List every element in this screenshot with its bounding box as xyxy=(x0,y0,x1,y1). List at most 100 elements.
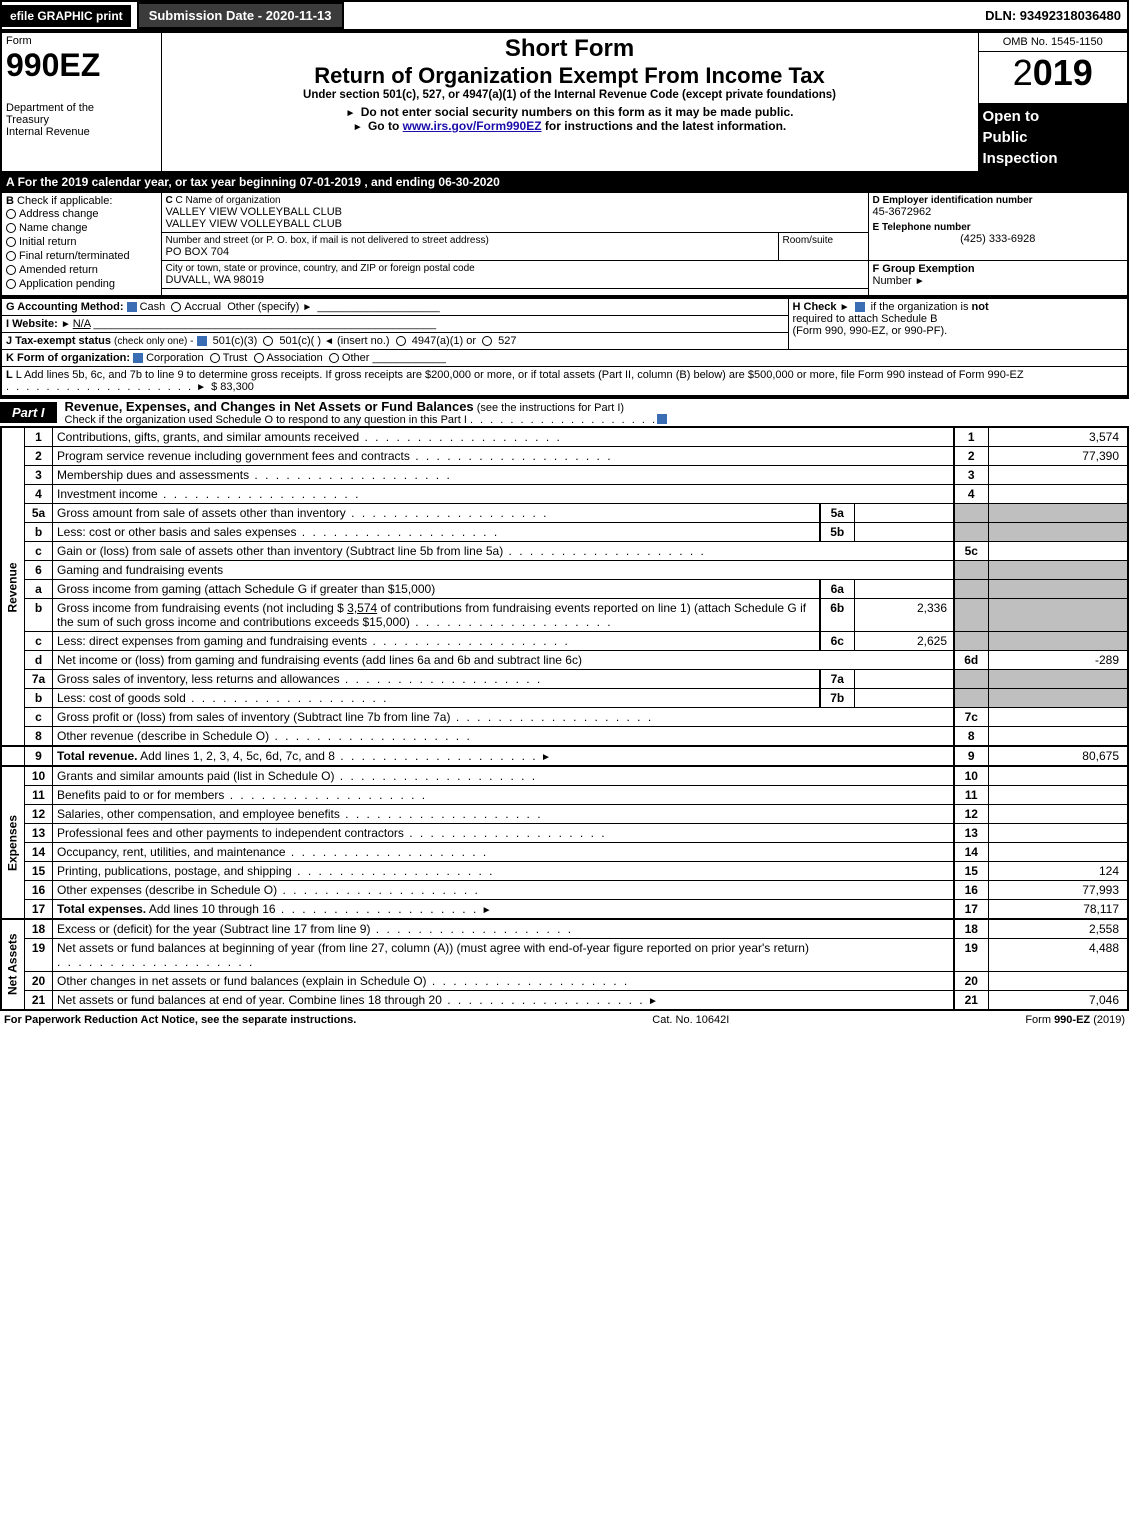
efile-print-button[interactable]: efile GRAPHIC print xyxy=(2,5,131,27)
city-label: City or town, state or province, country… xyxy=(166,263,864,274)
line-7c-num: c xyxy=(25,708,53,727)
line-6d-desc: Net income or (loss) from gaming and fun… xyxy=(57,653,582,667)
line-4-num: 4 xyxy=(25,485,53,504)
line-12-num: 12 xyxy=(25,805,53,824)
expenses-side-label: Expenses xyxy=(1,766,25,919)
section-h-prefix: H Check xyxy=(793,301,837,313)
line-9-ln: 9 xyxy=(954,746,988,766)
line-6a-num: a xyxy=(25,580,53,599)
short-form-title: Short Form xyxy=(166,35,974,63)
k-trust-radio[interactable] xyxy=(210,353,220,363)
section-k-label: K Form of organization: xyxy=(6,352,130,364)
j-501c-label: 501(c)( ) xyxy=(276,335,321,347)
shade-cell xyxy=(954,689,988,708)
line-5a-desc: Gross amount from sale of assets other t… xyxy=(57,506,346,520)
shade-cell xyxy=(988,632,1128,651)
line-7b-num: b xyxy=(25,689,53,708)
triangle-icon xyxy=(353,119,365,133)
section-g-label: G Accounting Method: xyxy=(6,301,124,313)
shade-cell xyxy=(954,504,988,523)
name-change-radio[interactable] xyxy=(6,223,16,233)
k-other-radio[interactable] xyxy=(329,353,339,363)
street-value: PO BOX 704 xyxy=(166,246,774,258)
line-12-ln: 12 xyxy=(954,805,988,824)
k-assoc-label: Association xyxy=(267,352,323,364)
k-corp-label: Corporation xyxy=(146,352,203,364)
line-9-num: 9 xyxy=(25,746,53,766)
part-1-title: Revenue, Expenses, and Changes in Net As… xyxy=(57,399,474,414)
line-5b-mn: 5b xyxy=(820,523,854,542)
triangle-icon xyxy=(482,902,494,916)
k-corp-checkbox[interactable] xyxy=(133,353,143,363)
line-6b-mn: 6b xyxy=(820,599,854,632)
street-label: Number and street (or P. O. box, if mail… xyxy=(166,235,774,246)
addr-change-radio[interactable] xyxy=(6,209,16,219)
line-7c-desc: Gross profit or (loss) from sales of inv… xyxy=(57,710,450,724)
h-checkbox[interactable] xyxy=(855,302,865,312)
initial-return-radio[interactable] xyxy=(6,237,16,247)
inspection: Inspection xyxy=(983,148,1124,169)
line-5b-num: b xyxy=(25,523,53,542)
cash-checkbox[interactable] xyxy=(127,302,137,312)
accrual-radio[interactable] xyxy=(171,302,181,312)
shade-cell xyxy=(954,523,988,542)
line-13-amt xyxy=(988,824,1128,843)
org-name-1: VALLEY VIEW VOLLEYBALL CLUB xyxy=(166,206,864,218)
line-15-ln: 15 xyxy=(954,862,988,881)
line-5b-mv xyxy=(854,523,954,542)
irs-link[interactable]: www.irs.gov/Form990EZ xyxy=(403,119,542,133)
line-13-ln: 13 xyxy=(954,824,988,843)
line-6b-mv: 2,336 xyxy=(854,599,954,632)
line-12-amt xyxy=(988,805,1128,824)
line-6d-num: d xyxy=(25,651,53,670)
triangle-icon xyxy=(345,105,357,119)
h-line2: required to attach Schedule B xyxy=(793,313,938,325)
line-3-amt xyxy=(988,466,1128,485)
dept-line-1: Department of the xyxy=(6,102,157,114)
line-8-num: 8 xyxy=(25,727,53,747)
line-20-amt xyxy=(988,972,1128,991)
line-6d-amt: -289 xyxy=(988,651,1128,670)
submission-date-button[interactable]: Submission Date - 2020-11-13 xyxy=(137,2,344,29)
line-15-num: 15 xyxy=(25,862,53,881)
amended-radio[interactable] xyxy=(6,265,16,275)
line-13-desc: Professional fees and other payments to … xyxy=(57,826,404,840)
line-19-amt: 4,488 xyxy=(988,939,1128,972)
line-18-num: 18 xyxy=(25,919,53,939)
line-6c-num: c xyxy=(25,632,53,651)
shade-cell xyxy=(954,632,988,651)
j-4947-radio[interactable] xyxy=(396,336,406,346)
line-5c-desc: Gain or (loss) from sale of assets other… xyxy=(57,544,503,558)
line-1-ln: 1 xyxy=(954,428,988,447)
footer-right: Form 990-EZ (2019) xyxy=(1025,1014,1125,1026)
app-pending-radio[interactable] xyxy=(6,279,16,289)
line-5a-mn: 5a xyxy=(820,504,854,523)
j-501c-radio[interactable] xyxy=(263,336,273,346)
j-527-radio[interactable] xyxy=(482,336,492,346)
line-9-desc: Add lines 1, 2, 3, 4, 5c, 6d, 7c, and 8 xyxy=(140,749,335,763)
triangle-icon xyxy=(196,381,208,393)
part-1-header: Part I Revenue, Expenses, and Changes in… xyxy=(0,397,1129,427)
name-change-label: Name change xyxy=(19,222,88,234)
line-13-num: 13 xyxy=(25,824,53,843)
part-1-paren: (see the instructions for Part I) xyxy=(477,402,624,414)
part-1-tag: Part I xyxy=(0,402,57,423)
final-return-label: Final return/terminated xyxy=(19,250,130,262)
shade-cell xyxy=(988,670,1128,689)
j-501c3-checkbox[interactable] xyxy=(197,336,207,346)
k-assoc-radio[interactable] xyxy=(254,353,264,363)
form-number: 990EZ xyxy=(6,47,157,84)
dept-line-2: Treasury xyxy=(6,114,157,126)
k-other-label: Other xyxy=(342,352,370,364)
line-14-desc: Occupancy, rent, utilities, and maintena… xyxy=(57,845,286,859)
line-10-num: 10 xyxy=(25,766,53,786)
line-15-desc: Printing, publications, postage, and shi… xyxy=(57,864,292,878)
line-2-amt: 77,390 xyxy=(988,447,1128,466)
return-title: Return of Organization Exempt From Incom… xyxy=(166,63,974,89)
line-2-desc: Program service revenue including govern… xyxy=(57,449,410,463)
line-16-desc: Other expenses (describe in Schedule O) xyxy=(57,883,277,897)
line-11-num: 11 xyxy=(25,786,53,805)
line-6c-desc: Less: direct expenses from gaming and fu… xyxy=(57,634,367,648)
final-return-radio[interactable] xyxy=(6,251,16,261)
part1-checkbox[interactable] xyxy=(657,414,667,424)
